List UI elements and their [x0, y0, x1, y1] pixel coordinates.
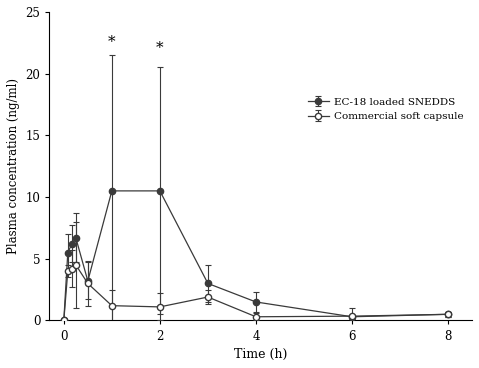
Text: *: * [156, 41, 164, 55]
Legend: EC-18 loaded SNEDDS, Commercial soft capsule: EC-18 loaded SNEDDS, Commercial soft cap… [305, 94, 467, 124]
X-axis label: Time (h): Time (h) [234, 348, 287, 361]
Y-axis label: Plasma concentration (ng/ml): Plasma concentration (ng/ml) [7, 78, 20, 254]
Text: *: * [108, 35, 115, 49]
